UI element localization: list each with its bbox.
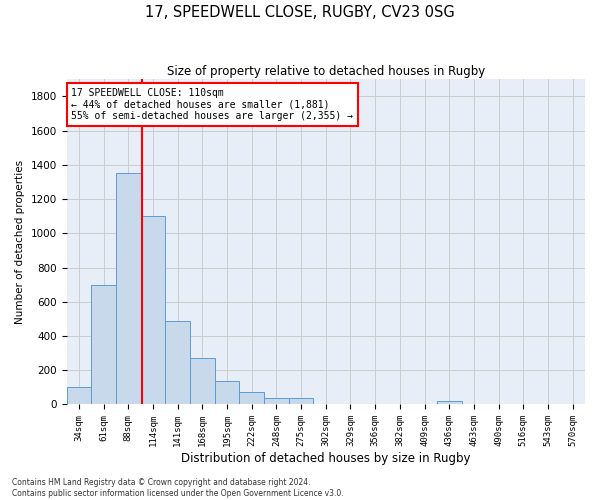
Text: 17 SPEEDWELL CLOSE: 110sqm
← 44% of detached houses are smaller (1,881)
55% of s: 17 SPEEDWELL CLOSE: 110sqm ← 44% of deta…: [71, 88, 353, 121]
Bar: [91, 284, 116, 405]
Title: Size of property relative to detached houses in Rugby: Size of property relative to detached ho…: [167, 65, 485, 78]
Bar: [140, 216, 165, 404]
Bar: [264, 398, 289, 404]
Bar: [289, 398, 313, 404]
Bar: [437, 401, 461, 404]
Text: Contains HM Land Registry data © Crown copyright and database right 2024.
Contai: Contains HM Land Registry data © Crown c…: [12, 478, 344, 498]
Text: 17, SPEEDWELL CLOSE, RUGBY, CV23 0SG: 17, SPEEDWELL CLOSE, RUGBY, CV23 0SG: [145, 5, 455, 20]
Bar: [165, 320, 190, 404]
Bar: [239, 392, 264, 404]
Y-axis label: Number of detached properties: Number of detached properties: [15, 160, 25, 324]
Bar: [67, 388, 91, 404]
Bar: [190, 358, 215, 405]
Bar: [116, 174, 140, 404]
Bar: [215, 380, 239, 404]
X-axis label: Distribution of detached houses by size in Rugby: Distribution of detached houses by size …: [181, 452, 470, 465]
